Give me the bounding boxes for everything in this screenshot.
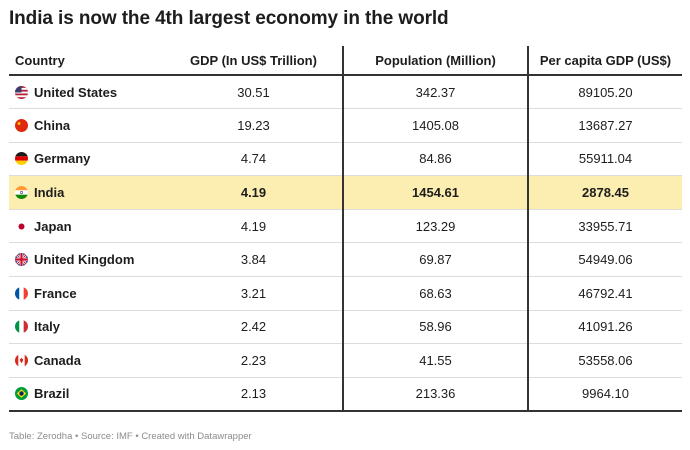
country-name: Italy bbox=[34, 319, 61, 335]
column-header-per-capita: Per capita GDP (US$) bbox=[527, 46, 682, 76]
in-flag-icon bbox=[15, 186, 28, 200]
column-header-country: Country bbox=[9, 46, 165, 76]
gdp-cell: 30.51 bbox=[165, 75, 343, 110]
fr-flag-icon bbox=[15, 286, 28, 300]
country-name: Germany bbox=[34, 151, 91, 167]
population-cell: 68.63 bbox=[342, 276, 528, 311]
gdp-cell: 4.74 bbox=[165, 142, 343, 177]
population-cell: 1454.61 bbox=[342, 175, 528, 210]
country-cell: United Kingdom bbox=[9, 242, 165, 278]
gdp-cell: 3.84 bbox=[165, 242, 343, 278]
country-cell: Brazil bbox=[9, 377, 165, 412]
chart-footer: Table: Zerodha • Source: IMF • Created w… bbox=[9, 431, 252, 442]
per-capita-cell: 9964.10 bbox=[527, 377, 682, 412]
gdp-cell: 2.23 bbox=[165, 343, 343, 378]
population-cell: 84.86 bbox=[342, 142, 528, 177]
ca-flag-icon bbox=[15, 354, 28, 368]
population-cell: 58.96 bbox=[342, 310, 528, 345]
country-cell: Germany bbox=[9, 142, 165, 177]
gdp-cell: 4.19 bbox=[165, 209, 343, 244]
per-capita-cell: 53558.06 bbox=[527, 343, 682, 378]
gb-flag-icon bbox=[15, 253, 28, 267]
country-name: Japan bbox=[34, 218, 72, 234]
per-capita-cell: 13687.27 bbox=[527, 108, 682, 143]
country-name: United States bbox=[34, 84, 118, 100]
jp-flag-icon bbox=[15, 219, 28, 233]
table-row: Brazil 2.13 213.36 9964.10 bbox=[9, 377, 682, 412]
country-cell: Japan bbox=[9, 209, 165, 244]
country-cell: Italy bbox=[9, 310, 165, 345]
per-capita-cell: 41091.26 bbox=[527, 310, 682, 345]
br-flag-icon bbox=[15, 387, 28, 401]
country-cell: France bbox=[9, 276, 165, 311]
de-flag-icon bbox=[15, 152, 28, 166]
country-name: France bbox=[34, 285, 77, 301]
cn-flag-icon bbox=[15, 118, 28, 132]
it-flag-icon bbox=[15, 320, 28, 334]
data-table: Country GDP (In US$ Trillion) Population… bbox=[9, 46, 682, 412]
population-cell: 123.29 bbox=[342, 209, 528, 244]
gdp-cell: 19.23 bbox=[165, 108, 343, 143]
table-header-row: Country GDP (In US$ Trillion) Population… bbox=[9, 46, 682, 76]
population-cell: 1405.08 bbox=[342, 108, 528, 143]
country-cell: India bbox=[9, 175, 165, 210]
per-capita-cell: 46792.41 bbox=[527, 276, 682, 311]
population-cell: 213.36 bbox=[342, 377, 528, 412]
country-cell: Canada bbox=[9, 343, 165, 378]
table-row: United Kingdom 3.84 69.87 54949.06 bbox=[9, 242, 682, 278]
per-capita-cell: 2878.45 bbox=[527, 175, 682, 210]
gdp-cell: 2.42 bbox=[165, 310, 343, 345]
column-header-gdp: GDP (In US$ Trillion) bbox=[165, 46, 343, 76]
country-name: United Kingdom bbox=[34, 252, 135, 268]
gdp-cell: 2.13 bbox=[165, 377, 343, 412]
per-capita-cell: 33955.71 bbox=[527, 209, 682, 244]
table-body: United States 30.51 342.37 89105.20 China 19.… bbox=[9, 75, 682, 412]
table-row: France 3.21 68.63 46792.41 bbox=[9, 276, 682, 311]
country-name: Canada bbox=[34, 353, 81, 369]
gdp-cell: 3.21 bbox=[165, 276, 343, 311]
country-name: China bbox=[34, 117, 71, 133]
table-row: China 19.23 1405.08 13687.27 bbox=[9, 108, 682, 143]
country-cell: United States bbox=[9, 75, 165, 110]
table-row: Italy 2.42 58.96 41091.26 bbox=[9, 310, 682, 345]
per-capita-cell: 54949.06 bbox=[527, 242, 682, 278]
gdp-cell: 4.19 bbox=[165, 175, 343, 210]
country-name: India bbox=[34, 185, 65, 201]
population-cell: 342.37 bbox=[342, 75, 528, 110]
table-row: Canada 2.23 41.55 53558.06 bbox=[9, 343, 682, 378]
table-row-highlighted: India 4.19 1454.61 2878.45 bbox=[9, 175, 682, 210]
per-capita-cell: 55911.04 bbox=[527, 142, 682, 177]
table-row: Germany 4.74 84.86 55911.04 bbox=[9, 142, 682, 177]
population-cell: 41.55 bbox=[342, 343, 528, 378]
us-flag-icon bbox=[15, 85, 28, 99]
table-row: Japan 4.19 123.29 33955.71 bbox=[9, 209, 682, 244]
table-row: United States 30.51 342.37 89105.20 bbox=[9, 75, 682, 110]
per-capita-cell: 89105.20 bbox=[527, 75, 682, 110]
population-cell: 69.87 bbox=[342, 242, 528, 278]
country-cell: China bbox=[9, 108, 165, 143]
country-name: Brazil bbox=[34, 386, 70, 402]
column-header-population: Population (Million) bbox=[342, 46, 528, 76]
chart-title: India is now the 4th largest economy in … bbox=[9, 8, 449, 29]
